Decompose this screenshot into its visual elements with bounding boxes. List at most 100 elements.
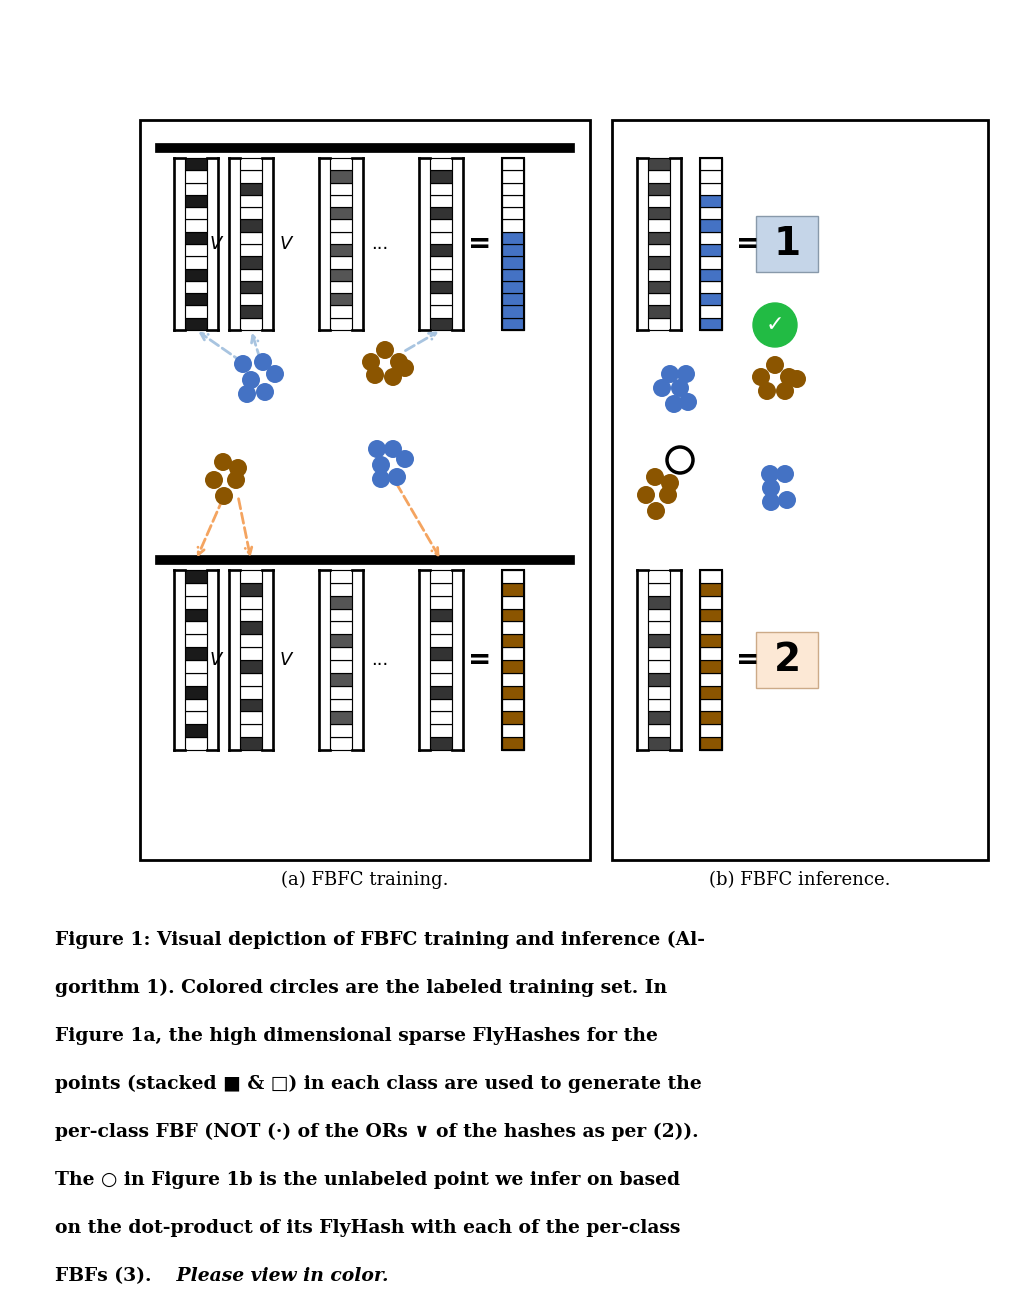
- Bar: [185, 608, 207, 621]
- Bar: [700, 231, 722, 244]
- Bar: [700, 673, 722, 685]
- Bar: [700, 292, 722, 306]
- Circle shape: [384, 439, 402, 458]
- Bar: [700, 724, 722, 737]
- Bar: [430, 231, 452, 244]
- Bar: [330, 685, 352, 698]
- Bar: [185, 724, 207, 737]
- Bar: [648, 569, 670, 582]
- Bar: [185, 634, 207, 647]
- Bar: [240, 207, 262, 220]
- Circle shape: [214, 452, 232, 471]
- Bar: [240, 711, 262, 724]
- Bar: [240, 608, 262, 621]
- Bar: [240, 256, 262, 269]
- Circle shape: [396, 359, 414, 377]
- Bar: [700, 711, 722, 724]
- Bar: [185, 317, 207, 330]
- Bar: [700, 281, 722, 292]
- Bar: [700, 220, 722, 231]
- Circle shape: [752, 368, 770, 386]
- Bar: [700, 159, 722, 170]
- Circle shape: [205, 471, 223, 489]
- Circle shape: [266, 365, 284, 383]
- Bar: [648, 685, 670, 698]
- Bar: [502, 647, 524, 660]
- Bar: [502, 698, 524, 711]
- Bar: [700, 582, 722, 595]
- Text: V: V: [280, 235, 292, 254]
- Bar: [430, 647, 452, 660]
- Bar: [430, 634, 452, 647]
- Bar: [502, 634, 524, 647]
- Bar: [430, 170, 452, 182]
- Bar: [648, 207, 670, 220]
- Circle shape: [653, 380, 671, 396]
- Bar: [240, 673, 262, 685]
- Bar: [700, 634, 722, 647]
- Circle shape: [776, 465, 794, 484]
- Bar: [430, 724, 452, 737]
- Circle shape: [661, 365, 679, 383]
- Bar: [240, 182, 262, 195]
- Bar: [430, 281, 452, 292]
- Bar: [330, 256, 352, 269]
- Bar: [648, 182, 670, 195]
- Bar: [330, 724, 352, 737]
- Circle shape: [384, 368, 402, 386]
- Text: 1: 1: [774, 225, 800, 263]
- Bar: [612, 120, 988, 861]
- Circle shape: [762, 493, 780, 511]
- Bar: [185, 182, 207, 195]
- Text: V: V: [210, 651, 222, 670]
- Circle shape: [254, 354, 272, 370]
- Bar: [330, 231, 352, 244]
- Bar: [185, 737, 207, 750]
- Bar: [185, 685, 207, 698]
- Text: V: V: [280, 651, 292, 670]
- Bar: [700, 737, 722, 750]
- Circle shape: [677, 365, 695, 383]
- Bar: [700, 647, 722, 660]
- Text: ...: ...: [371, 235, 388, 254]
- Circle shape: [661, 474, 679, 491]
- Circle shape: [753, 303, 797, 347]
- Circle shape: [368, 439, 386, 458]
- Text: ...: ...: [371, 651, 388, 670]
- Bar: [430, 220, 452, 231]
- Bar: [240, 231, 262, 244]
- Bar: [502, 595, 524, 608]
- Bar: [502, 711, 524, 724]
- Bar: [648, 195, 670, 207]
- Bar: [185, 269, 207, 281]
- Bar: [700, 621, 722, 634]
- Bar: [700, 569, 722, 582]
- Bar: [240, 195, 262, 207]
- Text: =: =: [736, 646, 759, 673]
- Bar: [502, 220, 524, 231]
- Bar: [502, 685, 524, 698]
- Bar: [240, 569, 262, 582]
- Bar: [430, 673, 452, 685]
- Circle shape: [390, 354, 408, 370]
- Bar: [648, 170, 670, 182]
- Bar: [648, 621, 670, 634]
- Bar: [330, 306, 352, 317]
- Circle shape: [388, 468, 406, 486]
- Bar: [185, 711, 207, 724]
- Bar: [330, 737, 352, 750]
- Bar: [240, 698, 262, 711]
- Bar: [502, 182, 524, 195]
- Bar: [700, 244, 722, 256]
- Bar: [502, 621, 524, 634]
- Bar: [240, 685, 262, 698]
- Text: points (stacked ■ & □) in each class are used to generate the: points (stacked ■ & □) in each class are…: [55, 1075, 702, 1093]
- Bar: [240, 724, 262, 737]
- Circle shape: [762, 478, 780, 497]
- Bar: [502, 608, 524, 621]
- Bar: [700, 569, 722, 750]
- Circle shape: [659, 486, 677, 504]
- Text: =: =: [468, 646, 492, 673]
- Bar: [502, 207, 524, 220]
- Bar: [330, 582, 352, 595]
